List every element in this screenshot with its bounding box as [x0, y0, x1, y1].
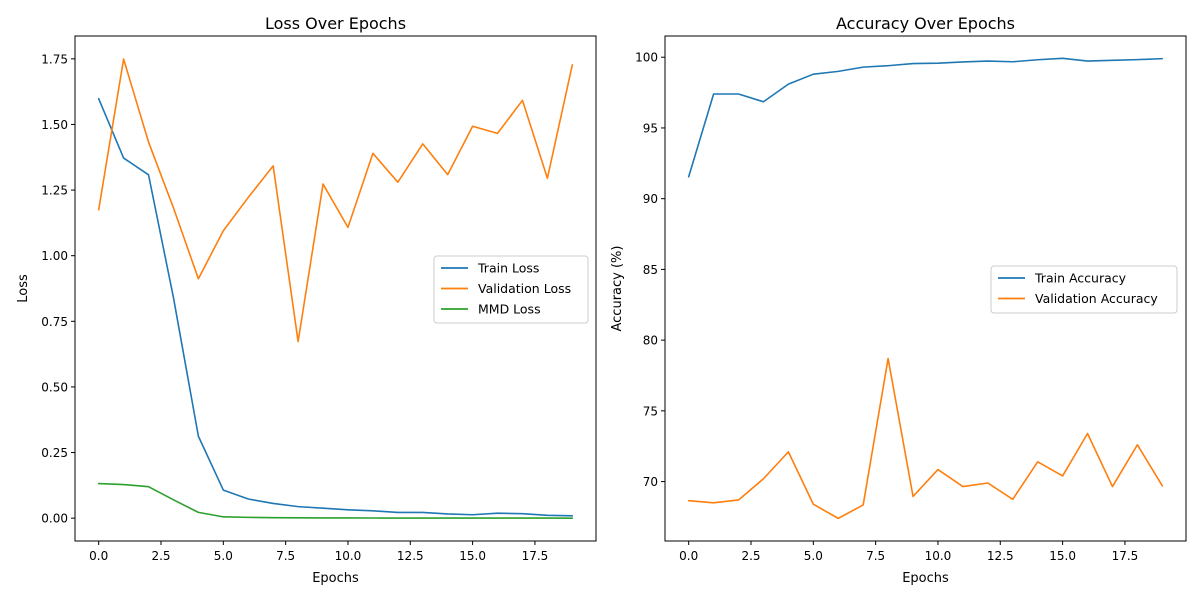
- x-tick-label: 2.5: [151, 549, 170, 563]
- y-tick-label: 1.00: [41, 249, 68, 263]
- x-tick-label: 7.5: [866, 549, 885, 563]
- x-tick-label: 10.0: [925, 549, 952, 563]
- y-tick-label: 85: [643, 263, 658, 277]
- chart-title: Accuracy Over Epochs: [836, 14, 1015, 33]
- chart-title: Loss Over Epochs: [265, 14, 406, 33]
- x-tick-label: 0.0: [89, 549, 108, 563]
- x-axis-label: Epochs: [312, 571, 359, 586]
- y-tick-label: 0.75: [41, 315, 68, 329]
- legend-box: [433, 255, 589, 324]
- series-line-3: [97, 482, 574, 519]
- x-tick-label: 15.0: [1049, 549, 1076, 563]
- y-tick-label: 1.25: [41, 184, 68, 198]
- y-tick-label: 0.25: [41, 446, 68, 460]
- x-tick-label: 5.0: [214, 549, 233, 563]
- x-tick-label: 15.0: [459, 549, 486, 563]
- chart-2: 0.0 2.5 5.0 7.5 10.0 12.5 15.0 17.5 70 75 80 85 90 95…: [610, 14, 1187, 586]
- x-tick-label: 7.5: [276, 549, 295, 563]
- legend-label: Validation Accuracy: [1035, 291, 1158, 306]
- series-line-1: [687, 57, 1164, 178]
- y-tick-label: 70: [643, 475, 658, 489]
- y-axis-label: Loss: [16, 274, 31, 303]
- y-tick-label: 1.75: [41, 52, 68, 66]
- y-tick-label: 75: [643, 404, 658, 418]
- x-tick-label: 12.5: [397, 549, 424, 563]
- y-tick-label: 1.50: [41, 118, 68, 132]
- series-line-1: [97, 97, 574, 517]
- y-tick-label: 90: [643, 192, 658, 206]
- y-tick-label: 95: [643, 121, 658, 135]
- legend-box: [990, 265, 1178, 314]
- legend: Train Accuracy Validation Accuracy: [990, 265, 1178, 314]
- plot-frame: [664, 35, 1187, 542]
- legend: Train Loss Validation Loss MMD Loss: [433, 255, 589, 324]
- y-tick-label: 0.00: [41, 512, 68, 526]
- plot-frame: [74, 35, 597, 542]
- y-axis-label: Accuracy (%): [610, 246, 625, 332]
- x-tick-label: 5.0: [804, 549, 823, 563]
- legend-label: Validation Loss: [478, 281, 571, 296]
- series-line-2: [687, 357, 1164, 520]
- x-axis-label: Epochs: [902, 571, 949, 586]
- x-tick-label: 12.5: [987, 549, 1014, 563]
- series-line-2: [97, 58, 574, 343]
- x-tick-label: 0.0: [679, 549, 698, 563]
- x-tick-label: 17.5: [1112, 549, 1139, 563]
- y-tick-label: 0.50: [41, 380, 68, 394]
- y-tick-label: 100: [635, 51, 658, 65]
- y-tick-label: 80: [643, 334, 658, 348]
- x-tick-label: 2.5: [741, 549, 760, 563]
- chart-1: 0.0 2.5 5.0 7.5 10.0 12.5 15.0 17.5 0.00 0.25 0.50…: [16, 14, 597, 586]
- legend-label: MMD Loss: [478, 302, 541, 317]
- x-tick-label: 10.0: [335, 549, 362, 563]
- legend-label: Train Accuracy: [1034, 271, 1127, 286]
- x-tick-label: 17.5: [522, 549, 549, 563]
- legend-label: Train Loss: [477, 261, 539, 276]
